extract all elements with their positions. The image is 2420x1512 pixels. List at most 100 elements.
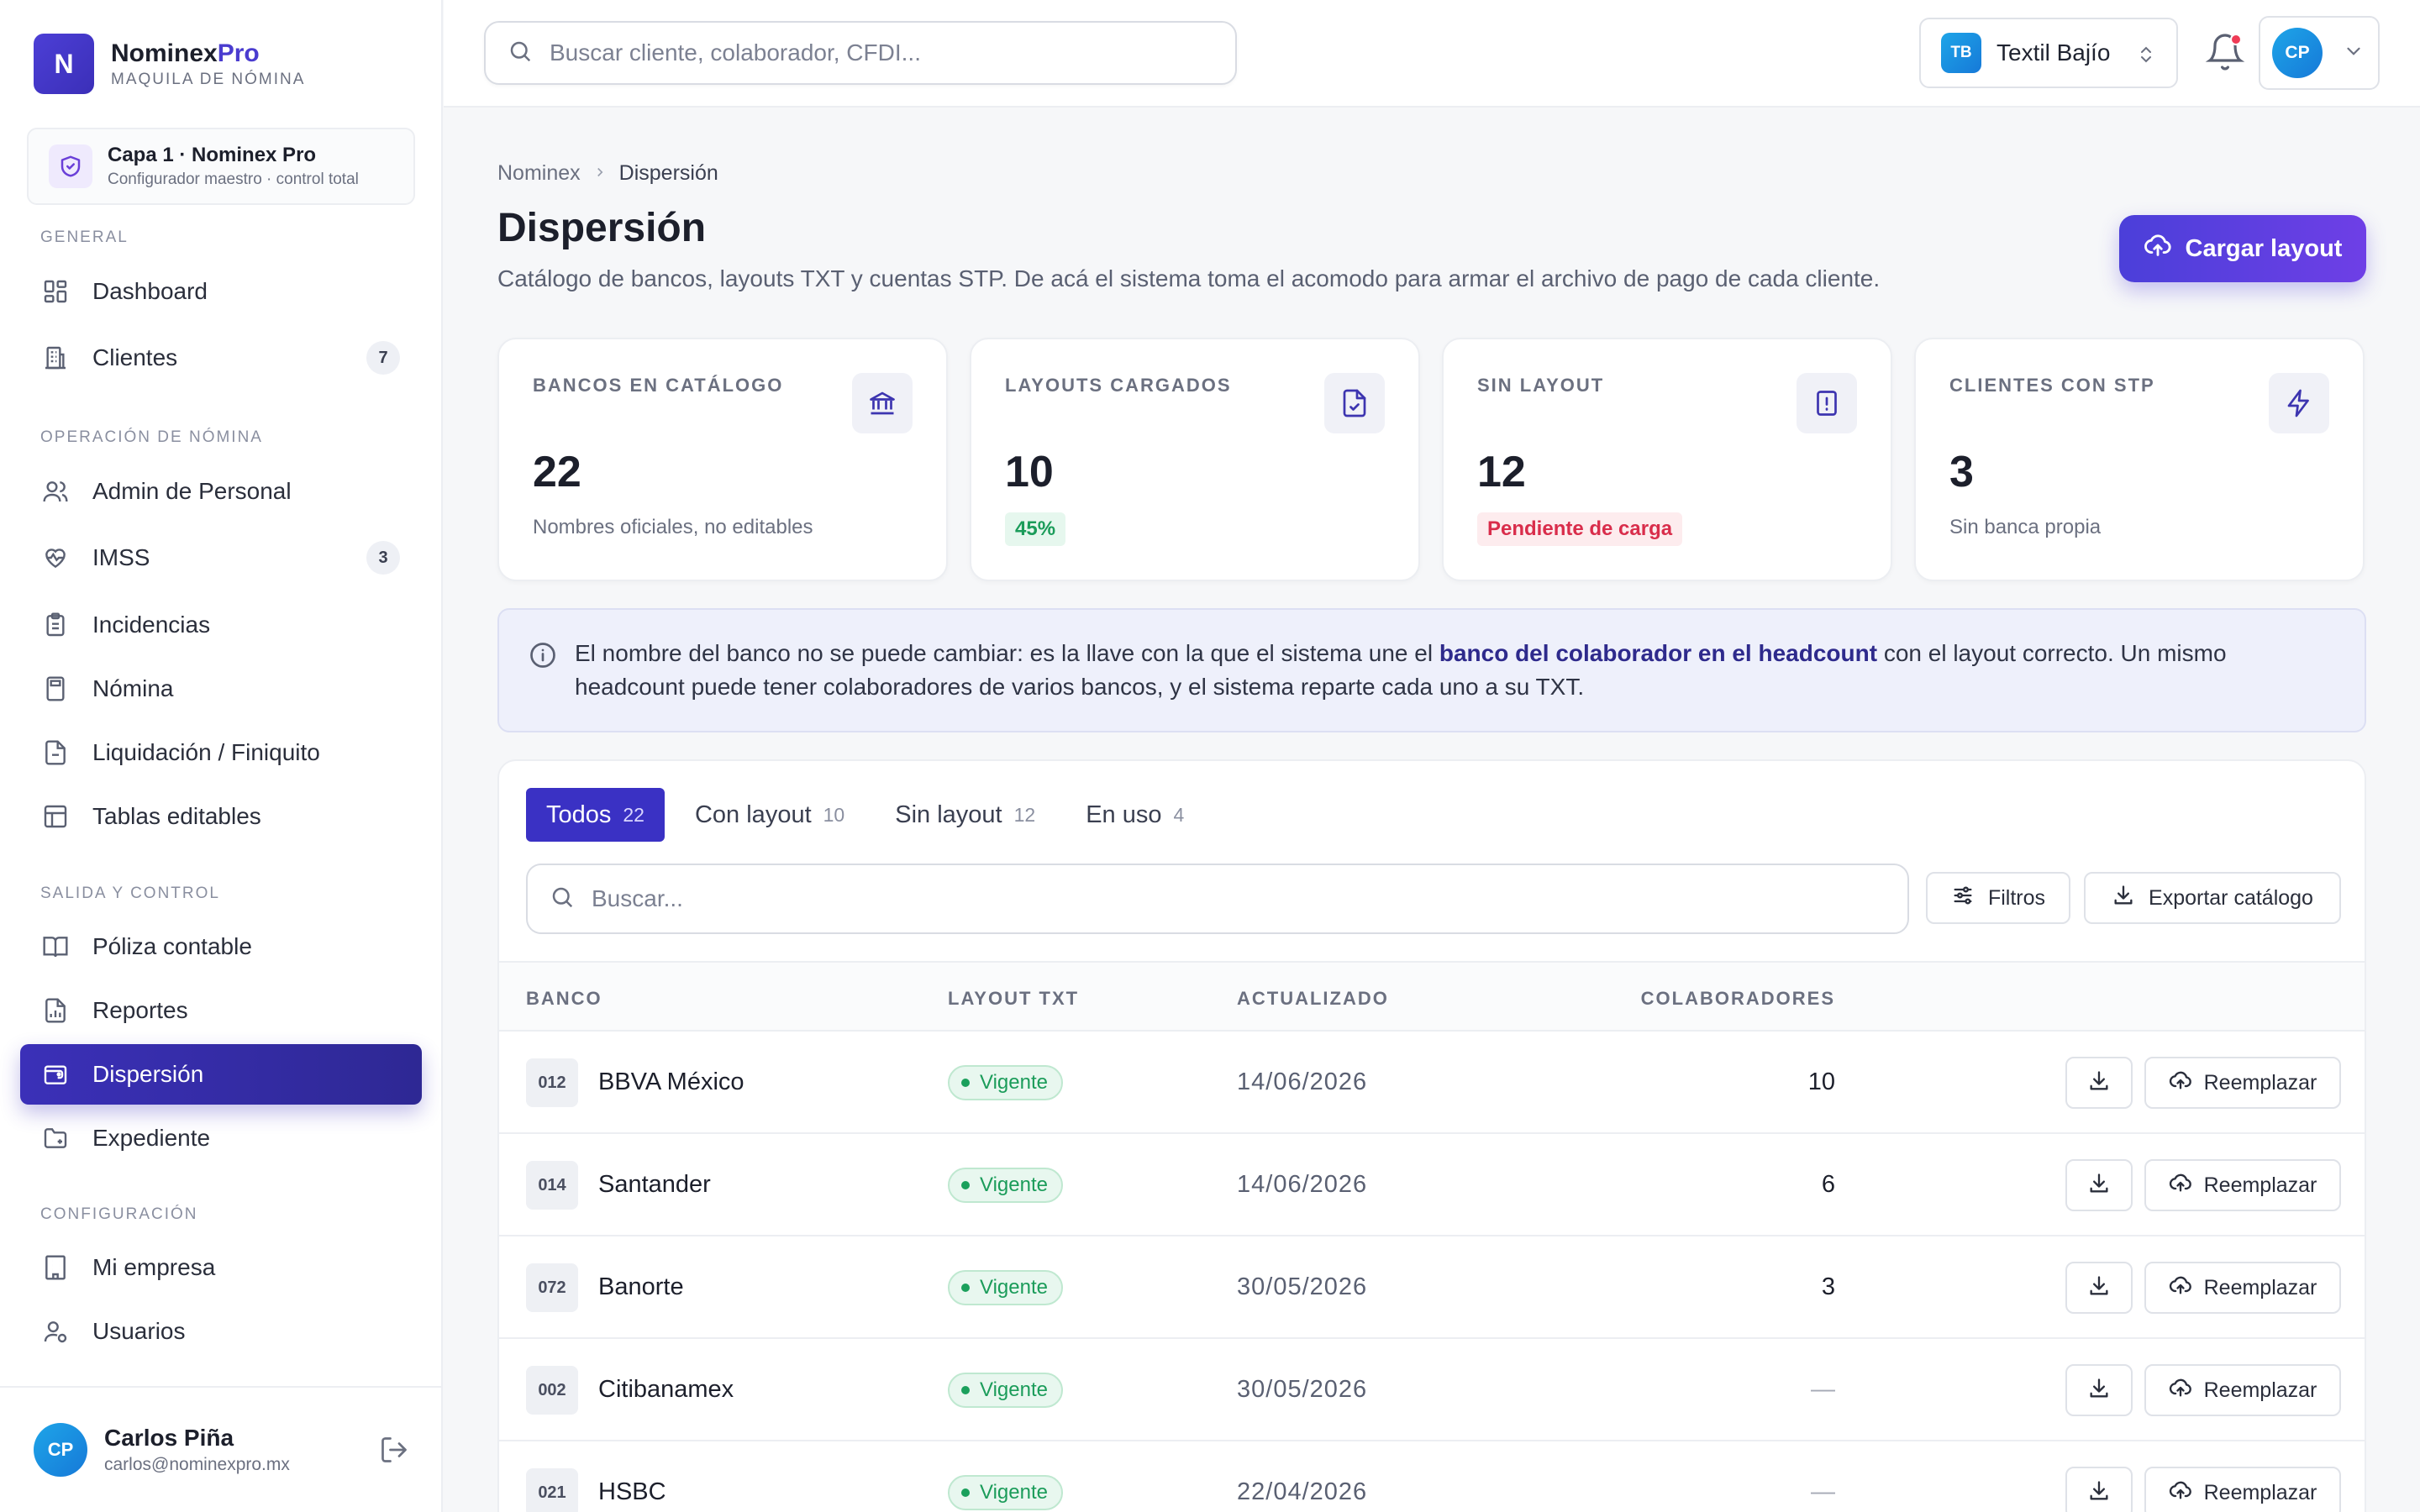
collaborators-count: 10: [1807, 1068, 1835, 1095]
stat-label: SIN LAYOUT: [1477, 375, 1605, 396]
stat-sub: Nombres oficiales, no editables: [533, 516, 813, 538]
filters-button[interactable]: Filtros: [1926, 872, 2070, 924]
building-icon: [40, 343, 71, 373]
updated-date: 14/06/2026: [1237, 1068, 1368, 1095]
sidebar-item-poliza[interactable]: Póliza contable: [20, 916, 422, 977]
stat-value: 12: [1477, 448, 1526, 496]
download-layout-button[interactable]: [2065, 1057, 2133, 1109]
wallet-icon: [40, 1059, 71, 1089]
column-header-layout[interactable]: LAYOUT TXT: [948, 988, 1080, 1009]
company-badge: TB: [1941, 33, 1981, 73]
sidebar-item-reportes[interactable]: Reportes: [20, 980, 422, 1041]
layer-card[interactable]: Capa 1 · Nominex Pro Configurador maestr…: [27, 128, 415, 205]
file-alert-icon: [1797, 373, 1857, 433]
bank-name: Santander: [598, 1171, 711, 1198]
sidebar-item-label: Incidencias: [92, 612, 211, 638]
avatar[interactable]: CP: [34, 1423, 87, 1477]
sidebar-item-label: Póliza contable: [92, 933, 252, 959]
chevron-right-icon: [592, 161, 608, 186]
sidebar-item-clientes[interactable]: Clientes 7: [20, 328, 422, 388]
replace-layout-button[interactable]: Reemplazar: [2144, 1057, 2341, 1109]
profile-menu-button[interactable]: CP: [2259, 16, 2380, 90]
sidebar-item-label: Reportes: [92, 997, 188, 1023]
tab-en-uso[interactable]: En uso 4: [1086, 801, 1185, 828]
company-selector[interactable]: TB Textil Bajío: [1919, 18, 2178, 88]
download-layout-button[interactable]: [2065, 1364, 2133, 1416]
table-search-input[interactable]: [592, 885, 1230, 912]
company-icon: [40, 1252, 71, 1283]
sidebar-item-label: Nómina: [92, 675, 174, 701]
stat-value: 10: [1005, 448, 1054, 496]
export-catalog-button[interactable]: Exportar catálogo: [2084, 872, 2341, 924]
cloud-upload-icon: [2169, 1171, 2204, 1200]
sidebar-item-tablas[interactable]: Tablas editables: [20, 786, 422, 847]
book-icon: [40, 932, 71, 962]
bell-icon: [2205, 34, 2245, 76]
replace-layout-button[interactable]: Reemplazar: [2144, 1159, 2341, 1211]
replace-layout-button[interactable]: Reemplazar: [2144, 1467, 2341, 1512]
breadcrumb-home[interactable]: Nominex: [497, 161, 581, 185]
replace-layout-button[interactable]: Reemplazar: [2144, 1262, 2341, 1314]
nav-section-configuracion: CONFIGURACIÓN: [40, 1205, 198, 1223]
download-layout-button[interactable]: [2065, 1467, 2133, 1512]
user-block: CP Carlos Piña carlos@nominexpro.mx: [0, 1386, 443, 1512]
sidebar-item-liquidacion[interactable]: Liquidación / Finiquito: [20, 722, 422, 783]
updated-date: 30/05/2026: [1237, 1273, 1368, 1300]
stat-card-layouts: LAYOUTS CARGADOS 10 45%: [970, 338, 1420, 581]
tab-sin-layout[interactable]: Sin layout 12: [895, 801, 1036, 828]
updated-date: 22/04/2026: [1237, 1478, 1368, 1505]
updated-date: 30/05/2026: [1237, 1376, 1368, 1403]
column-header-actualizado[interactable]: ACTUALIZADO: [1237, 988, 1389, 1009]
user-gear-icon: [40, 1316, 71, 1347]
cloud-upload-icon: [2169, 1478, 2204, 1508]
download-layout-button[interactable]: [2065, 1159, 2133, 1211]
tab-con-layout[interactable]: Con layout 10: [694, 801, 845, 828]
table-row[interactable]: 072 Banorte Vigente 30/05/2026 3 Reempla…: [499, 1236, 2365, 1339]
sidebar-item-dashboard[interactable]: Dashboard: [20, 261, 422, 322]
status-badge: Vigente: [948, 1270, 1063, 1305]
sidebar-item-mi-empresa[interactable]: Mi empresa: [20, 1237, 422, 1298]
upload-layout-button[interactable]: Cargar layout: [2119, 215, 2366, 282]
sidebar-item-incidencias[interactable]: Incidencias: [20, 595, 422, 655]
replace-layout-button[interactable]: Reemplazar: [2144, 1364, 2341, 1416]
logout-icon[interactable]: [379, 1435, 409, 1469]
user-name: Carlos Piña: [104, 1425, 234, 1451]
sidebar-item-label: Tablas editables: [92, 803, 261, 829]
sidebar-item-imss[interactable]: IMSS 3: [20, 528, 422, 588]
notifications-button[interactable]: [2205, 32, 2245, 72]
table-row[interactable]: 012 BBVA México Vigente 14/06/2026 10 Re…: [499, 1032, 2365, 1134]
clientes-count-badge: 7: [366, 341, 400, 375]
table-search[interactable]: [526, 864, 1909, 934]
tab-todos[interactable]: Todos 22: [526, 788, 665, 842]
sidebar-item-usuarios[interactable]: Usuarios: [20, 1301, 422, 1362]
sidebar-item-expediente[interactable]: Expediente: [20, 1108, 422, 1168]
sidebar-item-label: Dashboard: [92, 278, 208, 304]
collaborators-count: —: [1811, 1376, 1835, 1403]
global-search[interactable]: [484, 21, 1237, 85]
stat-card-sin-layout: SIN LAYOUT 12 Pendiente de carga: [1442, 338, 1892, 581]
column-header-colaboradores[interactable]: COLABORADORES: [1640, 988, 1835, 1009]
download-icon: [2087, 1274, 2111, 1302]
dashboard-icon: [40, 276, 71, 307]
download-layout-button[interactable]: [2065, 1262, 2133, 1314]
global-search-input[interactable]: [550, 39, 1188, 66]
table-row[interactable]: 021 HSBC Vigente 22/04/2026 — Reemplazar: [499, 1441, 2365, 1512]
download-icon: [2087, 1377, 2111, 1404]
stat-label: CLIENTES CON STP: [1949, 375, 2155, 396]
status-badge: Vigente: [948, 1065, 1063, 1100]
brand[interactable]: N NominexPro MAQUILA DE NÓMINA: [34, 34, 305, 94]
sidebar-item-label: Usuarios: [92, 1318, 186, 1344]
cloud-upload-icon: [2169, 1376, 2204, 1405]
sidebar-item-admin-personal[interactable]: Admin de Personal: [20, 461, 422, 522]
calculator-icon: [40, 674, 71, 704]
table-row[interactable]: 002 Citibanamex Vigente 30/05/2026 — Ree…: [499, 1339, 2365, 1441]
sidebar-item-nomina[interactable]: Nómina: [20, 659, 422, 719]
folder-icon: [40, 1123, 71, 1153]
table-header: BANCO LAYOUT TXT ACTUALIZADO COLABORADOR…: [499, 961, 2365, 1032]
sidebar-item-dispersion[interactable]: Dispersión: [20, 1044, 422, 1105]
table-row[interactable]: 014 Santander Vigente 14/06/2026 6 Reemp…: [499, 1134, 2365, 1236]
column-header-banco[interactable]: BANCO: [526, 988, 602, 1009]
bank-name: BBVA México: [598, 1068, 744, 1095]
file-check-icon: [1324, 373, 1385, 433]
status-badge: Vigente: [948, 1373, 1063, 1408]
